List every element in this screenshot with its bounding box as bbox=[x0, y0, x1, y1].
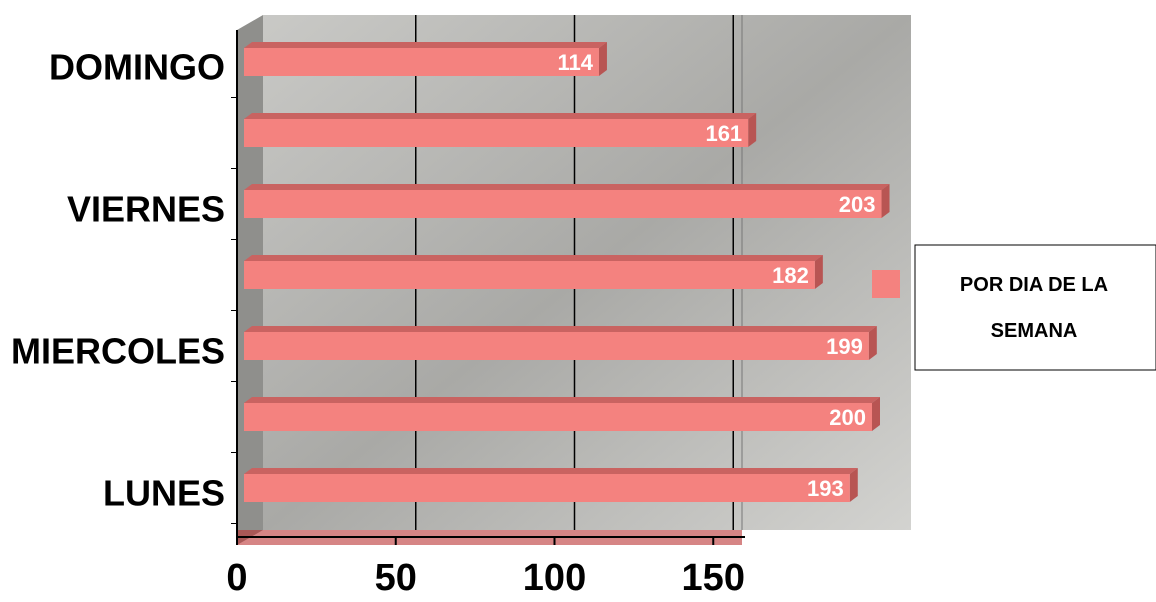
bar-top bbox=[244, 468, 858, 474]
bar-top bbox=[244, 113, 757, 119]
data-label: 193 bbox=[807, 476, 844, 501]
bar-end bbox=[849, 468, 858, 502]
bar-end bbox=[748, 113, 757, 147]
x-tick-label: 100 bbox=[523, 557, 586, 599]
bar-end bbox=[872, 397, 880, 431]
y-tick-label: LUNES bbox=[103, 473, 225, 514]
y-tick-label: MIERCOLES bbox=[11, 331, 225, 372]
bar bbox=[244, 119, 749, 147]
bar bbox=[244, 48, 599, 76]
bar-top bbox=[244, 42, 607, 48]
x-tick-label: 150 bbox=[682, 557, 745, 599]
bar bbox=[244, 474, 850, 502]
bar-end bbox=[868, 326, 877, 360]
data-label: 203 bbox=[839, 192, 876, 217]
legend-box bbox=[914, 244, 1156, 371]
x-tick-label: 0 bbox=[226, 557, 247, 599]
data-label: 161 bbox=[705, 121, 742, 146]
y-tick-label: DOMINGO bbox=[49, 47, 225, 88]
data-label: 199 bbox=[826, 334, 863, 359]
data-label: 114 bbox=[557, 50, 593, 75]
legend-label: POR DIA DE LA SEMANA bbox=[959, 274, 1109, 342]
data-label: 182 bbox=[772, 263, 809, 288]
y-tick-label: VIERNES bbox=[67, 189, 225, 230]
bar bbox=[244, 403, 872, 431]
bar-top bbox=[244, 255, 823, 261]
data-label: 200 bbox=[829, 405, 866, 430]
bar-top bbox=[244, 326, 877, 332]
bar-end bbox=[598, 42, 607, 76]
bar bbox=[244, 261, 815, 289]
x-tick-label: 50 bbox=[375, 557, 417, 599]
bar-top bbox=[244, 184, 890, 190]
bar bbox=[244, 332, 869, 360]
bar bbox=[244, 190, 882, 218]
bar-end bbox=[814, 255, 823, 289]
legend-swatch bbox=[872, 270, 900, 298]
bar-top bbox=[244, 397, 880, 403]
bar-end bbox=[881, 184, 890, 218]
